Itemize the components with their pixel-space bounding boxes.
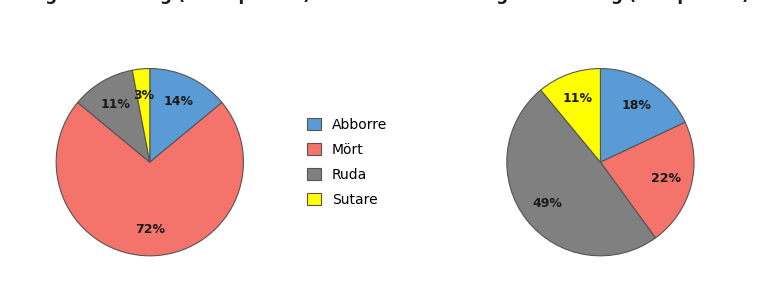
Text: 49%: 49% [532, 197, 562, 210]
Wedge shape [600, 69, 685, 162]
Wedge shape [78, 70, 150, 162]
Wedge shape [600, 122, 694, 238]
Legend: Abborre, Mört, Ruda, Sutare: Abborre, Mört, Ruda, Sutare [304, 115, 390, 210]
Wedge shape [150, 69, 222, 162]
Text: 22%: 22% [651, 173, 681, 185]
Text: Fångstfördelning (antal per art): Fångstfördelning (antal per art) [12, 0, 310, 4]
Wedge shape [506, 90, 656, 256]
Text: 3%: 3% [133, 88, 154, 102]
Text: 14%: 14% [164, 95, 194, 108]
Text: 18%: 18% [621, 99, 652, 112]
Wedge shape [56, 103, 244, 256]
Text: 72%: 72% [135, 223, 165, 236]
Wedge shape [132, 69, 150, 162]
Text: 11%: 11% [562, 92, 593, 105]
Wedge shape [540, 69, 600, 162]
Text: 11%: 11% [101, 98, 130, 111]
Text: Fångstfördelning (vikt per art): Fångstfördelning (vikt per art) [463, 0, 749, 4]
